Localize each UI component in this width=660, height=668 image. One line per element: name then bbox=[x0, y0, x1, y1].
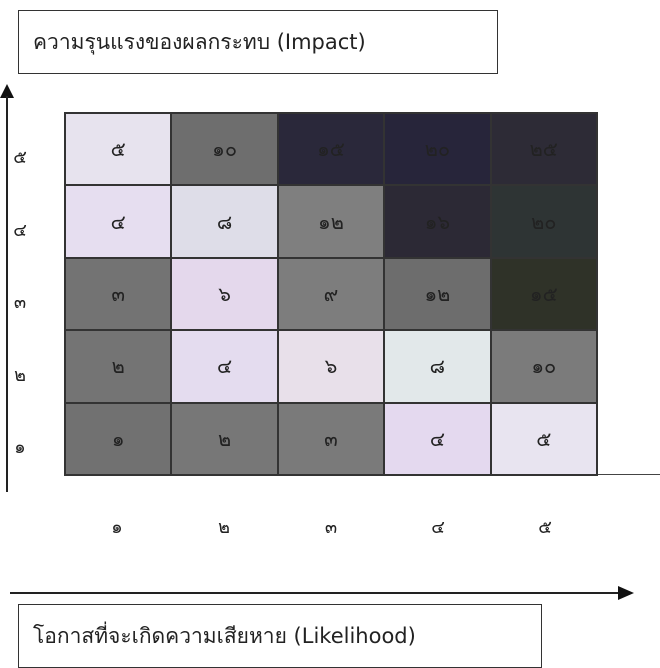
matrix-cell: ๑๕ bbox=[490, 257, 597, 331]
matrix-cell: ๒๐ bbox=[384, 113, 491, 186]
matrix-cell: ๑๕ bbox=[277, 113, 385, 186]
matrix-cell: ๒๐ bbox=[490, 185, 597, 258]
matrix-cell: ๑๖ bbox=[384, 185, 491, 258]
matrix-cell: ๖ bbox=[171, 257, 278, 331]
matrix-cell: ๖ bbox=[277, 330, 385, 403]
matrix-cell: ๑๐ bbox=[171, 113, 278, 186]
matrix-cell: ๙ bbox=[277, 257, 385, 331]
matrix-cell: ๕ bbox=[490, 402, 597, 475]
x-axis-arrow-icon bbox=[618, 586, 634, 600]
likelihood-axis-label: โอกาสที่จะเกิดความเสียหาย (Likelihood) bbox=[33, 623, 416, 648]
matrix-cell: ๓ bbox=[65, 257, 172, 331]
x-tick-label: ๕ bbox=[538, 517, 552, 538]
y-axis-arrow-icon bbox=[0, 84, 14, 98]
matrix-cell: ๔ bbox=[65, 185, 172, 258]
matrix-cell: ๘ bbox=[171, 185, 278, 258]
matrix-cell: ๔ bbox=[384, 402, 491, 475]
impact-axis-title: ความรุนแรงของผลกระทบ (Impact) bbox=[18, 10, 498, 74]
matrix-cell: ๕ bbox=[65, 113, 172, 186]
matrix-cell: ๒๕ bbox=[490, 113, 597, 186]
matrix-cell: ๘ bbox=[384, 330, 491, 403]
x-axis-line bbox=[10, 592, 620, 594]
matrix-cell: ๓ bbox=[277, 402, 385, 475]
matrix-cell: ๑๒ bbox=[277, 185, 385, 258]
x-tick-label: ๓ bbox=[324, 517, 338, 538]
y-axis-line bbox=[6, 96, 8, 492]
matrix-cell: ๒ bbox=[171, 402, 278, 475]
y-tick-label: ๒ bbox=[14, 365, 26, 386]
likelihood-axis-title: โอกาสที่จะเกิดความเสียหาย (Likelihood) bbox=[18, 604, 542, 668]
y-tick-label: ๔ bbox=[13, 220, 27, 241]
matrix-cell: ๒ bbox=[65, 330, 172, 403]
x-tick-label: ๑ bbox=[111, 517, 123, 538]
matrix-cell: ๑๒ bbox=[384, 257, 491, 331]
matrix-cell: ๑ bbox=[65, 402, 172, 475]
y-tick-label: ๕ bbox=[13, 147, 27, 168]
matrix-cell: ๑๐ bbox=[490, 330, 597, 403]
x-tick-label: ๒ bbox=[218, 517, 230, 538]
x-tick-label: ๔ bbox=[431, 517, 445, 538]
impact-axis-label: ความรุนแรงของผลกระทบ (Impact) bbox=[33, 29, 366, 54]
matrix-cell: ๔ bbox=[171, 330, 278, 403]
y-tick-label: ๓ bbox=[13, 292, 27, 313]
matrix-baseline bbox=[598, 474, 660, 475]
risk-matrix-grid: ๕ ๑๐ ๑๕ ๒๐ ๒๕ ๔ ๘ ๑๒ ๑๖ ๒๐ ๓ ๖ ๙ ๑๒ ๑๕ ๒… bbox=[64, 112, 598, 476]
y-tick-label: ๑ bbox=[14, 437, 26, 458]
